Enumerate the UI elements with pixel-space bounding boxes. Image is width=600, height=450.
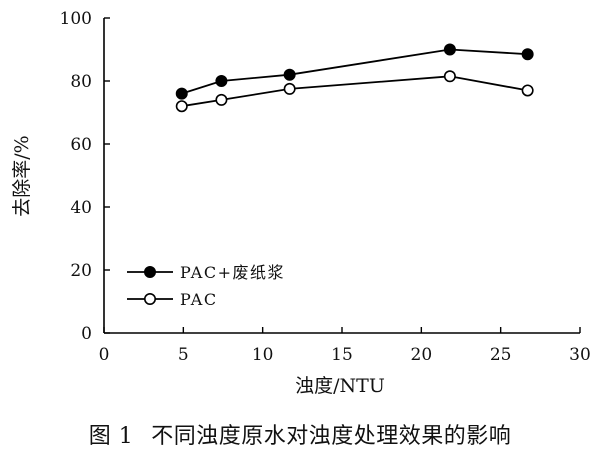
legend-marker (144, 292, 157, 305)
data-point (521, 84, 534, 97)
data-point (443, 43, 456, 56)
x-tick-label: 20 (411, 345, 433, 365)
axes: 0 5 10 15 20 25 30 0 20 40 60 80 100 (60, 9, 591, 365)
series-pac (175, 70, 534, 113)
caption-number: 图 1 (88, 424, 134, 449)
data-point (443, 70, 456, 83)
data-point (283, 82, 296, 95)
data-point (175, 87, 188, 100)
series-pac-plus-paper-pulp (175, 43, 534, 100)
x-tick-label: 0 (99, 345, 110, 365)
figure-caption: 图 1 不同浊度原水对浊度处理效果的影响 (0, 418, 600, 450)
series-line (181, 75, 528, 108)
series-layer (175, 43, 534, 113)
series-line (181, 48, 528, 95)
data-point (215, 93, 228, 106)
x-axis-label: 浊度/NTU (295, 375, 385, 397)
data-point (521, 48, 534, 61)
y-axis-label: 去除率/% (11, 135, 33, 216)
x-tick-label: 10 (252, 345, 274, 365)
x-tick-label: 5 (178, 345, 189, 365)
y-tick-label: 60 (70, 135, 92, 155)
x-tick-label: 25 (490, 345, 512, 365)
y-tick-label: 100 (60, 9, 92, 29)
caption-text: 不同浊度原水对浊度处理效果的影响 (151, 424, 512, 449)
legend: PAC+废纸浆 PAC (127, 263, 285, 309)
legend-item: PAC+废纸浆 (127, 263, 285, 282)
y-tick-label: 0 (81, 324, 92, 344)
data-point (215, 75, 228, 88)
legend-label: PAC (180, 290, 218, 309)
legend-label: PAC+废纸浆 (180, 263, 285, 282)
y-tick-label: 80 (70, 72, 92, 92)
legend-item: PAC (127, 290, 218, 309)
data-point (175, 100, 188, 113)
data-point (283, 68, 296, 81)
line-chart: 0 5 10 15 20 25 30 0 20 40 60 80 100 PAC+废纸浆 PAC 浊度/N… (11, 9, 591, 397)
y-tick-label: 40 (70, 198, 92, 218)
y-tick-label: 20 (70, 261, 92, 281)
x-tick-label: 30 (569, 345, 591, 365)
legend-marker (144, 265, 157, 278)
x-tick-label: 15 (331, 345, 353, 365)
